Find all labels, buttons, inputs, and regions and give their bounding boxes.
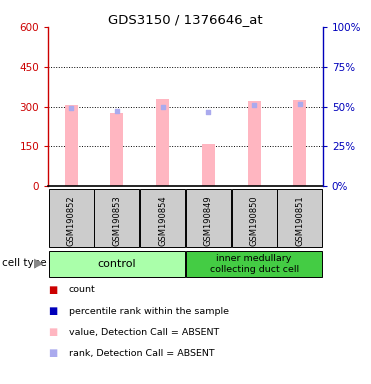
Bar — [65, 105, 78, 186]
Point — [251, 102, 257, 108]
Bar — [156, 99, 169, 186]
Text: rank, Detection Call = ABSENT: rank, Detection Call = ABSENT — [69, 349, 214, 358]
Text: ■: ■ — [48, 327, 58, 337]
Text: GSM190850: GSM190850 — [250, 195, 259, 246]
Bar — [186, 189, 231, 247]
Bar — [95, 189, 139, 247]
Bar — [248, 101, 260, 186]
Text: ■: ■ — [48, 348, 58, 358]
Text: cell type: cell type — [2, 258, 46, 268]
Point — [160, 104, 165, 110]
Text: value, Detection Call = ABSENT: value, Detection Call = ABSENT — [69, 328, 219, 337]
Text: GSM190851: GSM190851 — [295, 195, 304, 246]
Bar — [202, 144, 215, 186]
Bar — [186, 251, 322, 277]
Bar — [111, 113, 123, 186]
Text: inner medullary
collecting duct cell: inner medullary collecting duct cell — [210, 254, 299, 274]
Text: GSM190854: GSM190854 — [158, 195, 167, 246]
Text: ▶: ▶ — [34, 257, 44, 270]
Title: GDS3150 / 1376646_at: GDS3150 / 1376646_at — [108, 13, 263, 26]
Point — [114, 108, 120, 114]
Bar — [140, 189, 185, 247]
Text: GSM190849: GSM190849 — [204, 195, 213, 246]
Bar — [232, 189, 276, 247]
Text: GSM190852: GSM190852 — [67, 195, 76, 246]
Bar — [49, 189, 93, 247]
Bar — [293, 100, 306, 186]
Text: percentile rank within the sample: percentile rank within the sample — [69, 306, 229, 316]
Text: control: control — [98, 259, 136, 269]
Text: ■: ■ — [48, 306, 58, 316]
Text: ■: ■ — [48, 285, 58, 295]
Text: count: count — [69, 285, 95, 295]
Bar — [278, 189, 322, 247]
Point — [68, 105, 74, 111]
Point — [297, 101, 303, 108]
Point — [206, 109, 211, 115]
Bar — [49, 251, 185, 277]
Text: GSM190853: GSM190853 — [112, 195, 121, 246]
